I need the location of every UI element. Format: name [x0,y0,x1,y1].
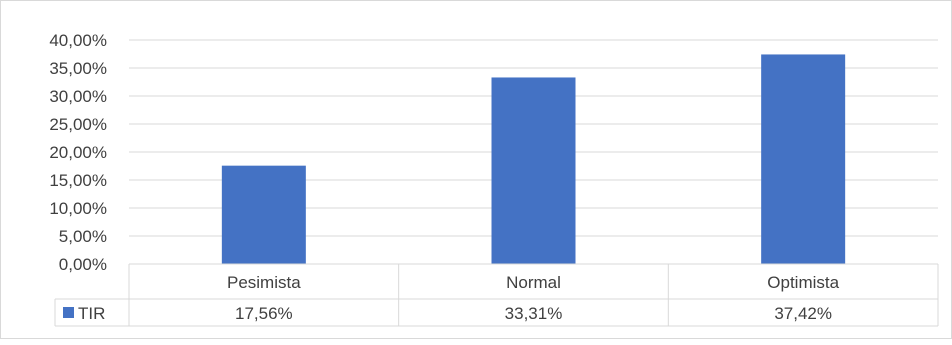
category-label: Normal [506,273,561,292]
y-tick-label: 5,00% [59,227,107,246]
y-axis-tick-labels: 0,00% 5,00% 10,00% 15,00% 20,00% 25,00% 30,00%… [49,31,107,274]
bar-normal [491,77,576,265]
table-value: 37,42% [774,304,832,323]
table-value: 17,56% [235,304,293,323]
y-tick-label: 20,00% [49,143,107,162]
legend-label-tir: TIR [78,304,105,323]
category-label: Optimista [767,273,839,292]
category-label: Pesimista [227,273,301,292]
legend-swatch-tir [63,307,74,318]
y-tick-label: 10,00% [49,199,107,218]
bar-pesimista [221,165,306,264]
y-tick-label: 35,00% [49,59,107,78]
table-value: 33,31% [505,304,563,323]
y-tick-label: 25,00% [49,115,107,134]
bar-optimista [761,54,846,265]
data-table: Pesimista Normal Optimista TIR 17,56% 33,31% 3… [54,263,939,327]
y-tick-label: 0,00% [59,255,107,274]
y-tick-label: 30,00% [49,87,107,106]
bars [221,54,846,265]
y-tick-label: 40,00% [49,31,107,50]
y-tick-label: 15,00% [49,171,107,190]
